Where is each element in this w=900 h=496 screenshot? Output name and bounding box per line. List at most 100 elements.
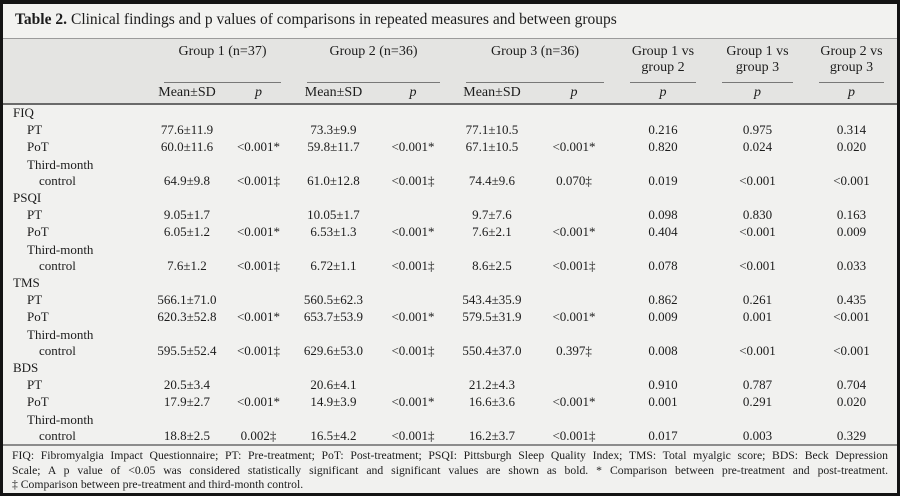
data-cell: 0.830 <box>742 206 773 222</box>
data-cell: <0.001‡ <box>391 343 435 358</box>
data-cell: 20.6±4.1 <box>310 376 357 392</box>
data-cell: 0.975 <box>742 121 773 137</box>
data-cell: 0.024 <box>742 138 773 154</box>
comparison-label-line: Group 1 vs <box>726 44 789 59</box>
comparison-label-line: Group 2 vs <box>820 44 883 59</box>
data-cell: 0.009 <box>836 223 867 239</box>
footnote-line: FIQ: Fibromyalgia Impact Questionnaire; … <box>12 449 888 462</box>
data-cell: 10.05±1.7 <box>307 206 360 222</box>
mean-sd-column-header: Mean±SD <box>453 83 531 105</box>
data-cell: <0.001 <box>739 173 776 188</box>
data-cell: 0.820 <box>648 138 678 154</box>
data-cell: 16.6±3.6 <box>468 393 516 409</box>
data-cell: 7.6±1.2 <box>167 258 207 273</box>
data-cell: 14.9±3.9 <box>310 393 357 409</box>
data-cell: <0.001* <box>236 308 281 324</box>
comparison-label-line: group 3 <box>829 60 874 75</box>
data-cell: 0.001 <box>742 308 773 324</box>
row-label-line: control <box>39 258 76 273</box>
data-cell: 0.216 <box>648 121 678 137</box>
data-cell: 21.2±4.3 <box>468 376 516 392</box>
row-label: Third-month control <box>3 155 151 189</box>
data-cell: 0.078 <box>648 258 678 273</box>
row-label: PoT <box>27 393 49 409</box>
data-cell: 550.4±37.0 <box>462 343 522 358</box>
data-cell <box>373 291 453 308</box>
table-row: Third-month control 18.8±2.5 0.002‡ 16.5±… <box>3 410 897 444</box>
data-cell: <0.001* <box>391 393 435 409</box>
data-cell <box>223 376 294 393</box>
section-label-fiq: FIQ <box>13 105 34 120</box>
data-cell: <0.001* <box>552 138 596 154</box>
table-row: PT 9.05±1.7 10.05±1.7 9.7±7.6 0.098 0.83… <box>3 206 897 223</box>
data-cell: 6.05±1.2 <box>163 223 211 239</box>
data-cell: 60.0±11.6 <box>160 138 214 154</box>
data-cell: <0.001* <box>236 138 281 154</box>
data-cell: 0.261 <box>742 291 773 307</box>
data-cell: 16.2±3.7 <box>468 428 516 443</box>
data-cell: <0.001* <box>552 393 596 409</box>
data-cell: 560.5±62.3 <box>303 291 364 307</box>
data-cell: 0.098 <box>648 206 678 222</box>
table-title-label: Table 2. <box>15 11 67 28</box>
data-cell: 6.53±1.3 <box>310 223 357 239</box>
data-cell: <0.001‡ <box>552 258 596 273</box>
data-cell: 0.033 <box>836 258 867 273</box>
data-cell: 0.910 <box>648 376 678 392</box>
row-label-line: control <box>39 343 76 358</box>
section-label-psqi: PSQI <box>13 189 42 205</box>
data-cell <box>223 291 294 308</box>
data-cell: 0.008 <box>648 343 678 358</box>
data-cell: 6.72±1.1 <box>310 258 357 273</box>
data-cell: <0.001‡ <box>552 428 596 443</box>
column-span-rule <box>307 82 440 83</box>
row-label: PT <box>27 206 43 222</box>
data-cell: 0.003 <box>742 428 773 443</box>
group1-header-label: Group 1 (n=37) <box>178 44 267 59</box>
data-cell: <0.001* <box>552 308 596 324</box>
table-title: Table 2. Clinical findings and p values o… <box>3 4 897 39</box>
row-label: Third-month control <box>3 325 151 359</box>
data-cell: 0.329 <box>836 428 867 443</box>
data-cell: <0.001‡ <box>236 173 281 188</box>
p-column-header: p <box>806 83 897 105</box>
data-cell <box>531 121 617 138</box>
row-label: PoT <box>27 223 49 239</box>
section-label-tms: TMS <box>13 274 40 290</box>
data-cell: 629.6±53.0 <box>303 343 364 358</box>
table-row: Third-month control 595.5±52.4 <0.001‡ 62… <box>3 325 897 359</box>
table-row: PT 77.6±11.9 73.3±9.9 77.1±10.5 0.216 0.… <box>3 121 897 138</box>
p-column-header: p <box>531 83 617 105</box>
data-cell: 73.3±9.9 <box>310 121 357 137</box>
table-header: Group 1 (n=37) Group 2 (n=36) Group 3 (n… <box>3 39 897 105</box>
table-row: PT 20.5±3.4 20.6±4.1 21.2±4.3 0.910 0.78… <box>3 376 897 393</box>
comparison-header-g1-g2: Group 1 vs group 2 <box>617 39 709 83</box>
data-cell: <0.001 <box>739 343 776 358</box>
data-cell: <0.001‡ <box>391 258 435 273</box>
footnote-line: ‡ Comparison between pre-treatment and t… <box>12 478 304 492</box>
data-cell <box>373 376 453 393</box>
data-cell: 17.9±2.7 <box>163 393 211 409</box>
table-row: Third-month control 64.9±9.8 <0.001‡ 61.0… <box>3 155 897 189</box>
data-cell: 0.862 <box>648 291 678 307</box>
data-cell: <0.001 <box>739 258 776 273</box>
group1-header: Group 1 (n=37) <box>151 39 294 83</box>
data-cell: 9.7±7.6 <box>472 206 512 222</box>
section-label-bds: BDS <box>13 359 39 375</box>
data-cell <box>373 206 453 223</box>
p-column-header: p <box>223 83 294 105</box>
table-row: PoT 17.9±2.7 <0.001* 14.9±3.9 <0.001* 16… <box>3 393 897 410</box>
data-cell: 0.020 <box>836 393 867 409</box>
data-cell: 9.05±1.7 <box>163 206 211 222</box>
data-cell: 0.019 <box>648 173 678 188</box>
data-cell: 64.9±9.8 <box>163 173 211 188</box>
data-cell: 0.397‡ <box>556 343 592 358</box>
data-cell: 0.020 <box>836 138 867 154</box>
row-label-line: Third-month <box>27 327 94 342</box>
data-cell: 8.6±2.5 <box>472 258 512 273</box>
row-label: PT <box>27 121 43 137</box>
mean-sd-column-header: Mean±SD <box>294 83 373 105</box>
data-cell: 579.5±31.9 <box>462 308 522 324</box>
data-cell: <0.001‡ <box>236 343 281 358</box>
data-cell: <0.001* <box>391 308 435 324</box>
